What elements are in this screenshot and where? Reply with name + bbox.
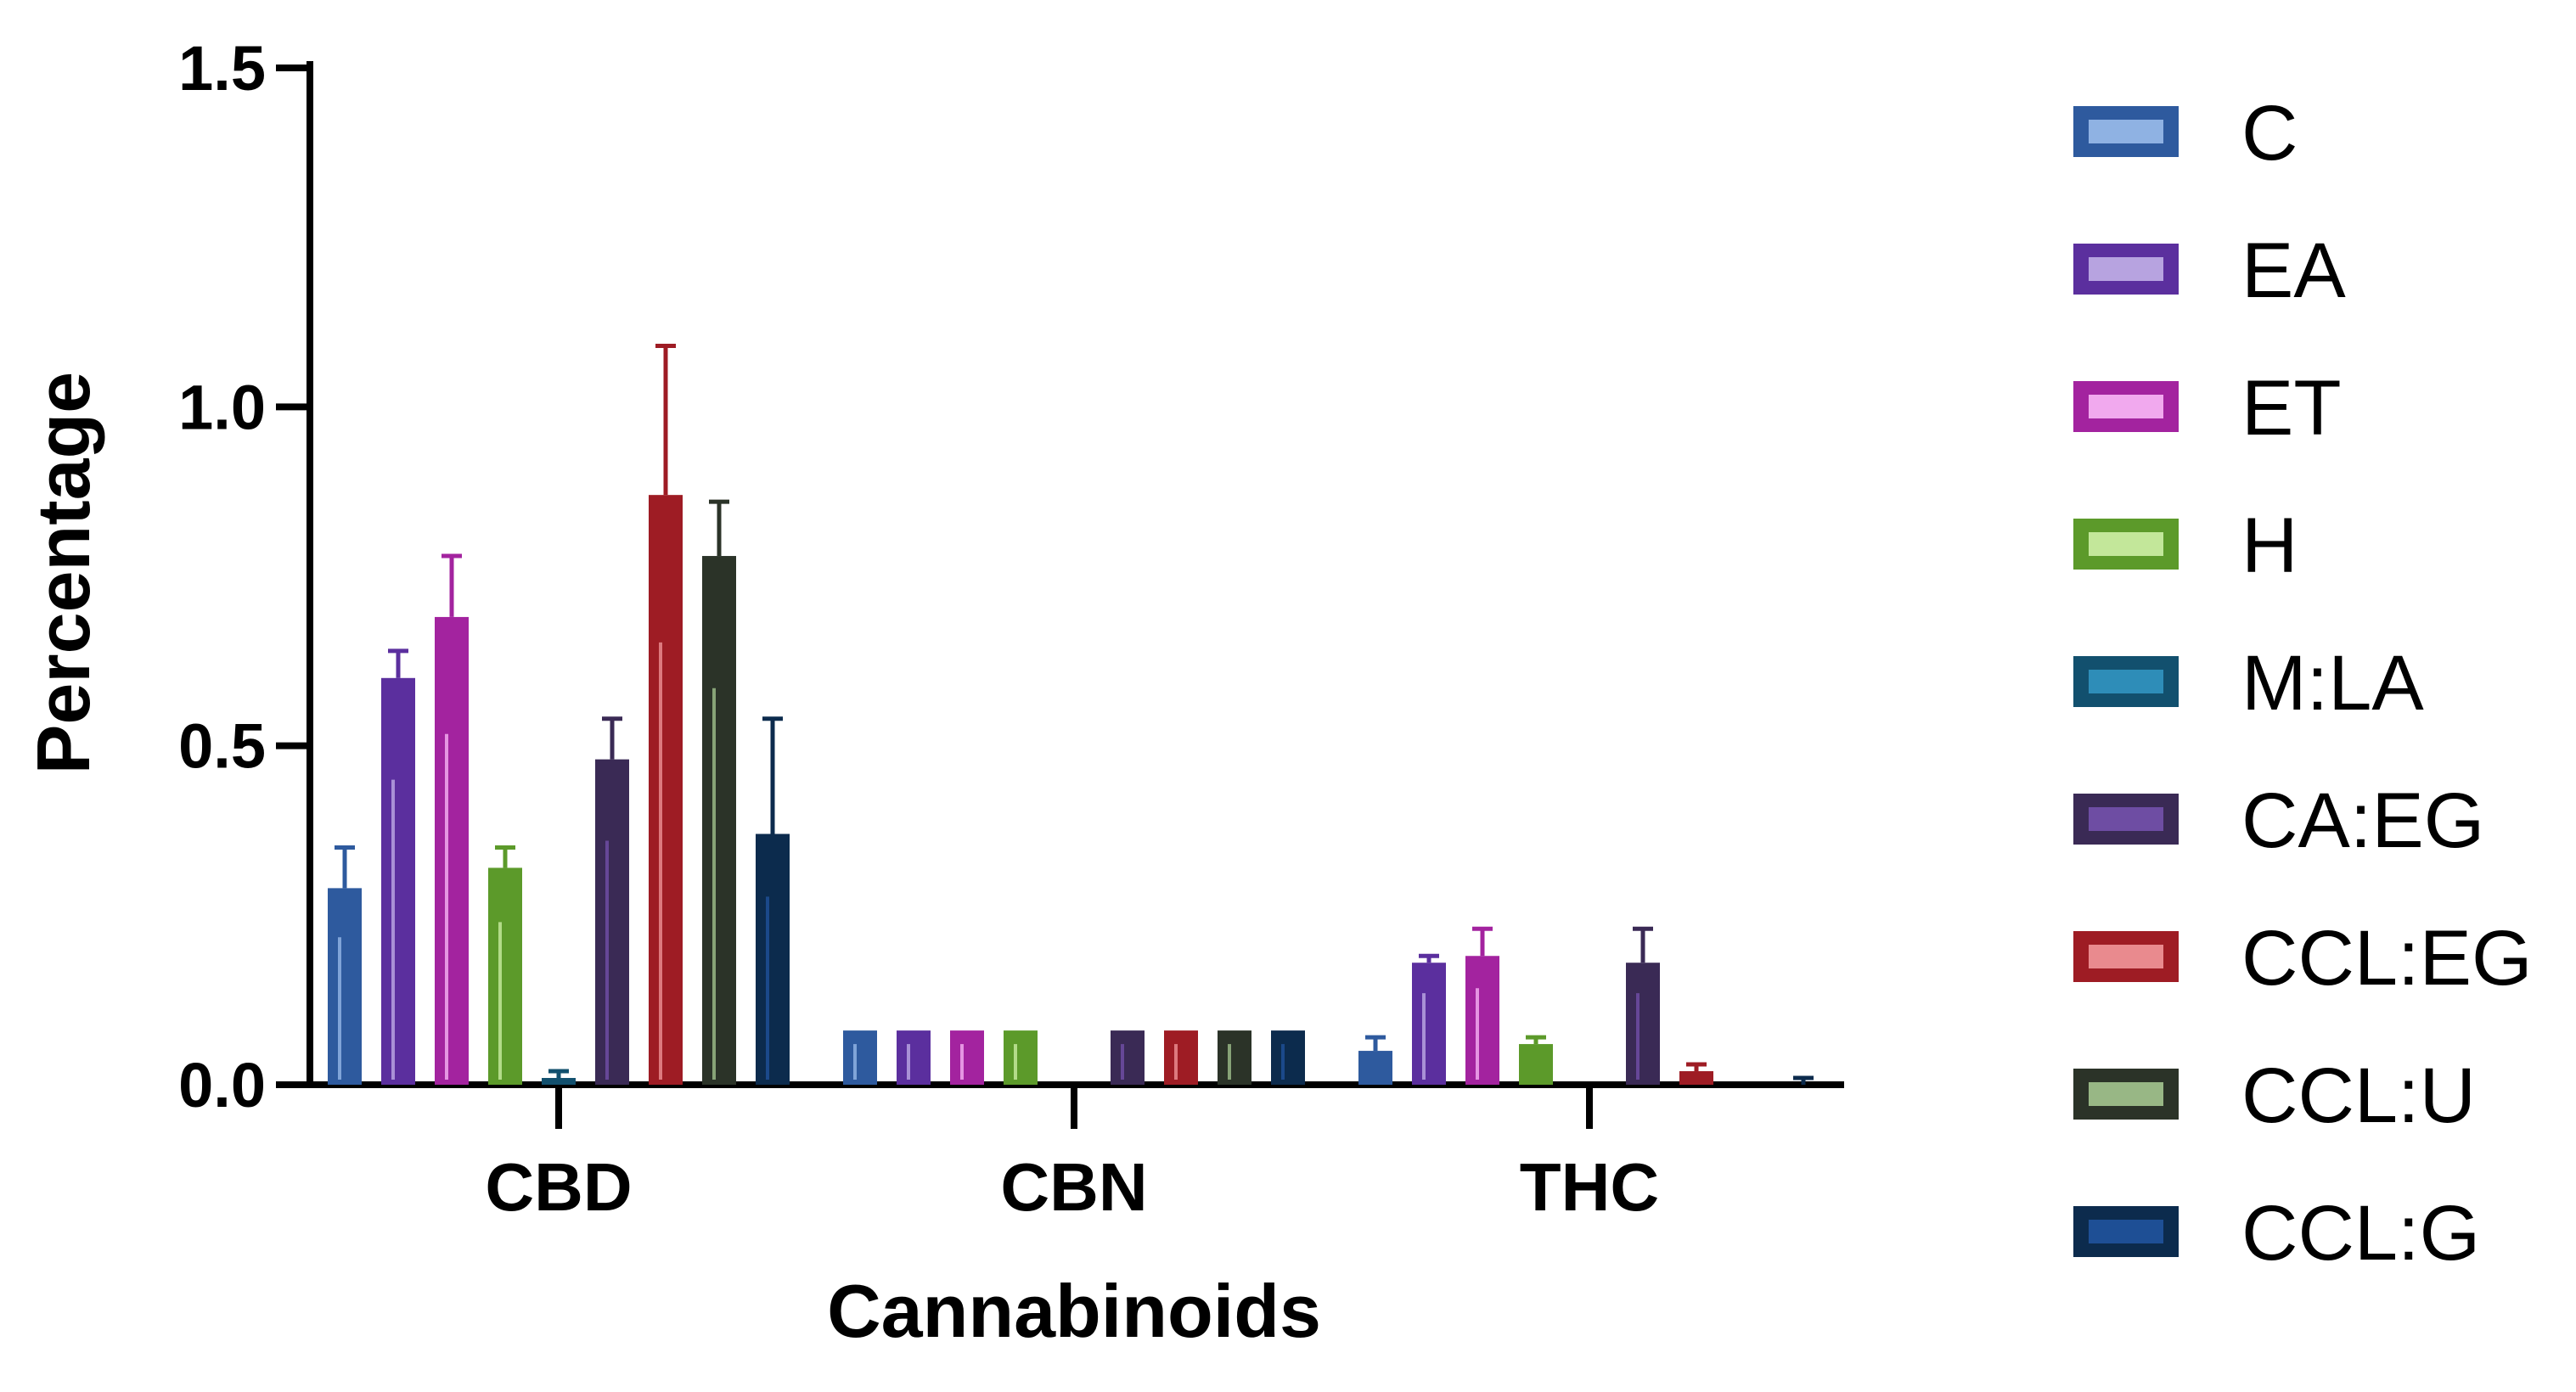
bar [1358,1051,1392,1085]
x-axis: CBD CBN THC [307,1081,1844,1225]
bar [328,888,362,1085]
legend-item-c: C [2073,90,2298,177]
legend-item-ccl-g: CCL:G [2073,1190,2480,1277]
legend-item-h: H [2073,502,2298,589]
bar-thc-ca-eg [1626,926,1660,1085]
bar [542,1078,576,1085]
bar [950,1030,984,1085]
bar-cbd-ea [381,648,415,1085]
legend-label: EA [2241,227,2346,314]
bar-cbd-ccl-g [756,716,790,1085]
bar [756,834,790,1085]
legend-item-ccl-eg: CCL:EG [2073,915,2533,1002]
y-tick-label: 0.5 [178,711,266,782]
bar [649,495,683,1085]
bar [897,1030,931,1085]
bar [1004,1030,1038,1085]
bar-cbn-c [843,1030,877,1085]
legend-swatch-inner [2089,670,2163,693]
bar [595,759,629,1085]
legend: C EA ET H M:LA CA:EG CCL:EG CCL:U CCL:G [2073,90,2533,1277]
bar [1111,1030,1145,1085]
legend-swatch-inner [2089,395,2163,418]
bar [1412,963,1446,1085]
legend-swatch-inner [2089,1220,2163,1243]
legend-swatch-inner [2089,532,2163,556]
legend-swatch-inner [2089,257,2163,281]
bar-thc-c [1358,1035,1392,1085]
bar-cbd-ccl-eg [649,343,683,1085]
bar [1164,1030,1198,1085]
bar-cbn-h [1004,1030,1038,1085]
legend-label: ET [2241,365,2342,452]
x-tick-label: CBD [485,1149,632,1225]
bar-cbd-ca-eg [595,716,629,1085]
bar [488,867,522,1085]
legend-label: H [2241,502,2298,589]
bar-cbn-ccl-u [1218,1030,1251,1085]
bar-cbd-c [328,845,362,1085]
bar [1519,1044,1553,1085]
legend-item-m-la: M:LA [2073,640,2424,727]
bar-thc-h [1519,1035,1553,1085]
bar [1218,1030,1251,1085]
legend-item-ccl-u: CCL:U [2073,1052,2476,1139]
legend-swatch-inner [2089,120,2163,143]
x-tick-label: CBN [1000,1149,1147,1225]
legend-label: CA:EG [2241,777,2484,864]
legend-swatch-inner [2089,945,2163,968]
legend-label: C [2241,90,2298,177]
bar-cbn-ccl-g [1271,1030,1305,1085]
bar [435,616,469,1085]
legend-label: CCL:U [2241,1052,2476,1139]
y-axis-title: Percentage [21,372,105,774]
y-tick-label: 0.0 [178,1050,266,1120]
legend-item-ea: EA [2073,227,2346,314]
legend-swatch-inner [2089,1082,2163,1106]
bar-cbd-ccl-u [702,499,736,1085]
bar [843,1030,877,1085]
legend-item-et: ET [2073,365,2342,452]
bar-cbd-et [435,553,469,1085]
bar-cbn-et [950,1030,984,1085]
bar [1679,1071,1713,1085]
bar [702,556,736,1085]
bar-thc-ea [1412,953,1446,1085]
legend-label: M:LA [2241,640,2424,727]
y-axis: 0.0 0.5 1.0 1.5 [178,33,313,1120]
bar-thc-ccl-eg [1679,1062,1713,1085]
bar-thc-ccl-g [1793,1075,1814,1085]
bar-cbn-ccl-eg [1164,1030,1198,1085]
bars [328,343,1814,1085]
bar [1465,956,1499,1085]
bar-cbn-ca-eg [1111,1030,1145,1085]
bar [1271,1030,1305,1085]
y-tick-label: 1.5 [178,33,266,104]
bar-cbn-ea [897,1030,931,1085]
y-tick-label: 1.0 [178,372,266,442]
x-tick-label: THC [1520,1149,1659,1225]
bar [1626,963,1660,1085]
legend-swatch-inner [2089,807,2163,831]
bar-cbd-m-la [542,1069,576,1085]
legend-label: CCL:G [2241,1190,2480,1277]
bar [381,677,415,1085]
legend-label: CCL:EG [2241,915,2533,1002]
legend-item-ca-eg: CA:EG [2073,777,2484,864]
bar-thc-et [1465,926,1499,1085]
bar-cbd-h [488,845,522,1085]
x-axis-title: Cannabinoids [827,1269,1321,1353]
